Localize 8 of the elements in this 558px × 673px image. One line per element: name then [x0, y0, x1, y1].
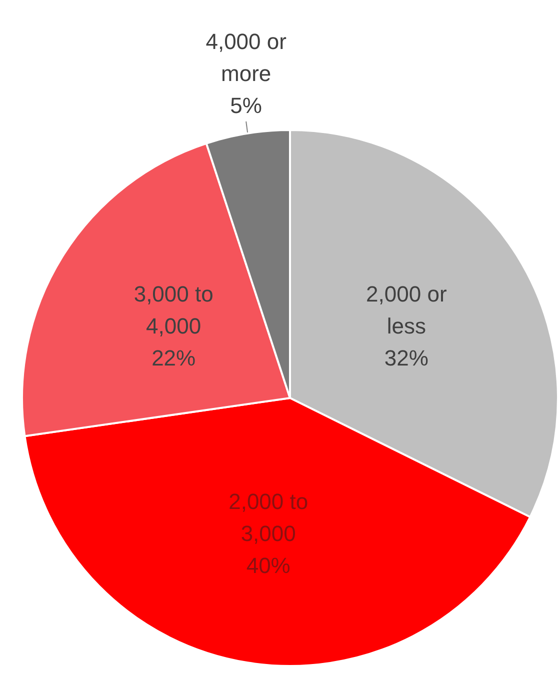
- slice-label: 3,000 to 4,000: [134, 281, 214, 338]
- slice-label: 2,000 to 3,000: [228, 488, 308, 546]
- data-label: 5%: [230, 92, 262, 118]
- slice-label: 2,000 or less: [366, 281, 447, 338]
- data-label: 32%: [384, 345, 428, 370]
- data-label: 40%: [246, 552, 290, 578]
- slice-label: 4,000 or more: [206, 28, 286, 86]
- data-label: 22%: [152, 345, 196, 370]
